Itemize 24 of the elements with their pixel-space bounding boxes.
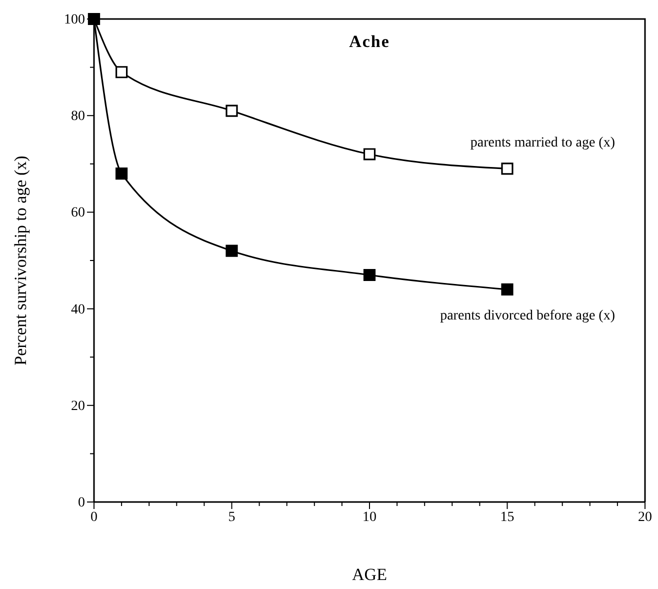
y-axis-title: Percent survivorship to age (x) [11,156,30,366]
x-tick-label: 0 [90,510,98,525]
point [116,168,128,180]
point [116,66,128,78]
x-tick-label: 10 [362,510,376,525]
x-axis-title: AGE [352,565,387,584]
point [363,268,376,282]
y-tick-label: 40 [71,302,85,318]
y-tick-label: 0 [78,495,85,510]
text: Ache [349,32,390,51]
x-tick-label: 15 [500,510,514,525]
point [363,148,376,160]
point [226,244,238,257]
point [226,104,238,117]
point [501,162,514,175]
series-label: parents divorced before age (x) [440,308,616,324]
y-tick-label: 20 [71,398,85,414]
x-tick-label: 5 [228,510,236,525]
y-tick-label: 100 [64,12,85,28]
series-label: parents married to age (x) [470,136,616,151]
x-tick-label: 20 [638,510,652,525]
y-tick-label: 80 [71,109,85,124]
point [501,283,514,296]
y-tick-label: 60 [71,206,85,221]
